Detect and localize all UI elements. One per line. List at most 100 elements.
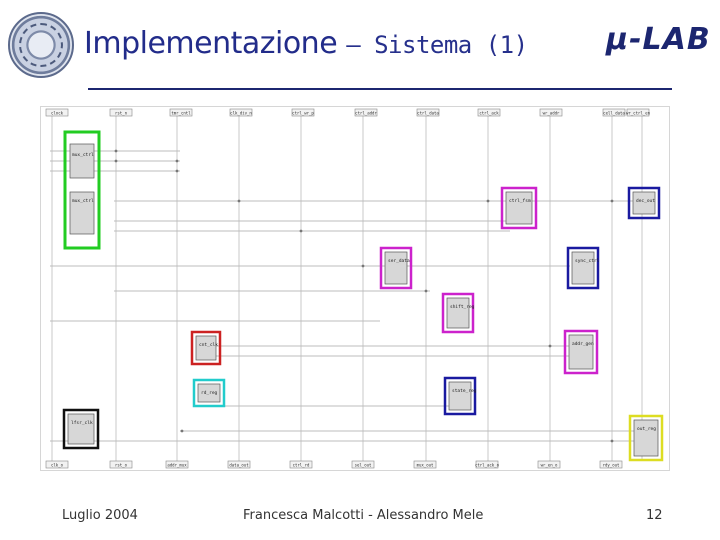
footer-authors: Francesca Malcotti - Alessandro Mele [243, 508, 484, 523]
logic-block [195, 335, 217, 361]
bottom-port [599, 460, 623, 469]
top-port-label: ctrl_wr_p [292, 111, 314, 116]
bottom-port-label: data_out [229, 463, 249, 468]
bottom-port [289, 460, 313, 469]
block-label: mux_ctrl [72, 152, 94, 158]
top-port-label: tmr_cntl [171, 111, 191, 116]
bottom-port [413, 460, 437, 469]
logic-block [67, 413, 95, 445]
block-highlight-frame [379, 246, 413, 290]
block-highlight-frame [63, 130, 101, 250]
logic-block [448, 381, 472, 411]
top-port-label: ctrl_data [417, 111, 439, 116]
logic-block [384, 251, 408, 285]
bottom-port-label: ctrl_rd [293, 463, 310, 468]
logic-block [571, 251, 595, 285]
footer-date: Luglio 2004 [62, 508, 138, 523]
junction-dot [114, 159, 118, 163]
bottom-port [537, 460, 561, 469]
block-label: ctrl_fsm [509, 198, 531, 204]
block-label: ser_data [388, 258, 410, 264]
system-schematic-diagram: clock rst_n tmr_cntl clk_div_n ctrl_wr_p ctrl… [40, 106, 670, 471]
top-port [602, 108, 626, 117]
block-label: out_reg [637, 426, 656, 432]
logic-block [568, 334, 594, 370]
top-port [354, 108, 378, 117]
block-highlight-frame [192, 378, 226, 408]
junction-dot [175, 159, 179, 163]
top-port [169, 108, 193, 117]
block-highlight-frame [190, 330, 222, 366]
top-port-label: ctrl_addr [355, 111, 377, 116]
junction-dot [610, 439, 614, 443]
footer-page-number: 12 [646, 508, 663, 523]
top-port [626, 108, 650, 117]
bottom-port-label: sel_out [355, 463, 372, 468]
top-port [539, 108, 563, 117]
block-label: state_reg [452, 388, 477, 394]
top-port-label: wr_ctrl_en [626, 111, 651, 116]
junction-dot [175, 169, 179, 173]
bottom-port-label: addr_mux [167, 463, 187, 468]
university-seal-logo [8, 12, 74, 78]
logic-block [633, 419, 659, 457]
logic-block [446, 297, 470, 329]
top-port [416, 108, 440, 117]
title-main: Implementazione [84, 26, 338, 61]
junction-dot [361, 264, 365, 268]
block-label: sync_ctrl [575, 258, 600, 264]
header-rule [88, 88, 672, 90]
block-highlight-frame [628, 414, 664, 462]
top-port [291, 108, 315, 117]
top-port-label: rst_n [115, 111, 128, 116]
block-label: mux_ctrl [72, 198, 94, 204]
bottom-port-label: clk_o [51, 463, 64, 468]
top-port [477, 108, 501, 117]
top-port-label: clk_div_n [230, 111, 252, 116]
junction-dot [610, 199, 614, 203]
bottom-port-label: ctrl_ack_o [475, 463, 500, 468]
slide-title: Implementazione – Sistema (1) [84, 26, 528, 61]
top-port-label: wr_addr [543, 111, 560, 116]
bottom-port-label: mux_out [417, 463, 434, 468]
seal-ring [19, 23, 63, 67]
bottom-port [227, 460, 251, 469]
block-label: rd_reg [201, 390, 218, 396]
block-highlight-frame [500, 186, 538, 230]
block-label: addr_gen [572, 341, 594, 347]
bottom-port [475, 460, 499, 469]
junction-dot [114, 149, 118, 153]
top-port-label: cell_data [603, 111, 625, 116]
logic-block [632, 191, 656, 215]
junction-dot [548, 344, 552, 348]
block-label: cnt_clk [199, 342, 218, 348]
block-highlight-frame [441, 292, 475, 334]
block-highlight-frame [62, 408, 100, 450]
block-highlight-frame [563, 329, 599, 375]
block-highlight-frame [443, 376, 477, 416]
bottom-port [165, 460, 189, 469]
logic-block [69, 143, 95, 179]
title-sub: – Sistema (1) [346, 31, 528, 59]
junction-dot [180, 429, 184, 433]
mu-lab-logo: μ-LAB [606, 22, 711, 57]
bottom-port [351, 460, 375, 469]
top-port-label: clock [51, 111, 64, 116]
junction-dot [424, 289, 428, 293]
diagram-frame [40, 106, 670, 471]
block-label: lfsr_clk [71, 420, 93, 426]
block-highlight-frame [627, 186, 661, 220]
top-port [45, 108, 69, 117]
block-label: shift_reg [450, 304, 475, 310]
top-port [109, 108, 133, 117]
top-port [229, 108, 253, 117]
top-port-label: ctrl_ack [479, 111, 499, 116]
bottom-port [109, 460, 133, 469]
logic-block [69, 191, 95, 235]
bottom-port-label: wr_en_o [541, 463, 558, 468]
logic-block [197, 383, 221, 403]
block-label: dec_out [636, 198, 655, 204]
bottom-port [45, 460, 69, 469]
junction-dot [486, 199, 490, 203]
block-highlight-frame [566, 246, 600, 290]
